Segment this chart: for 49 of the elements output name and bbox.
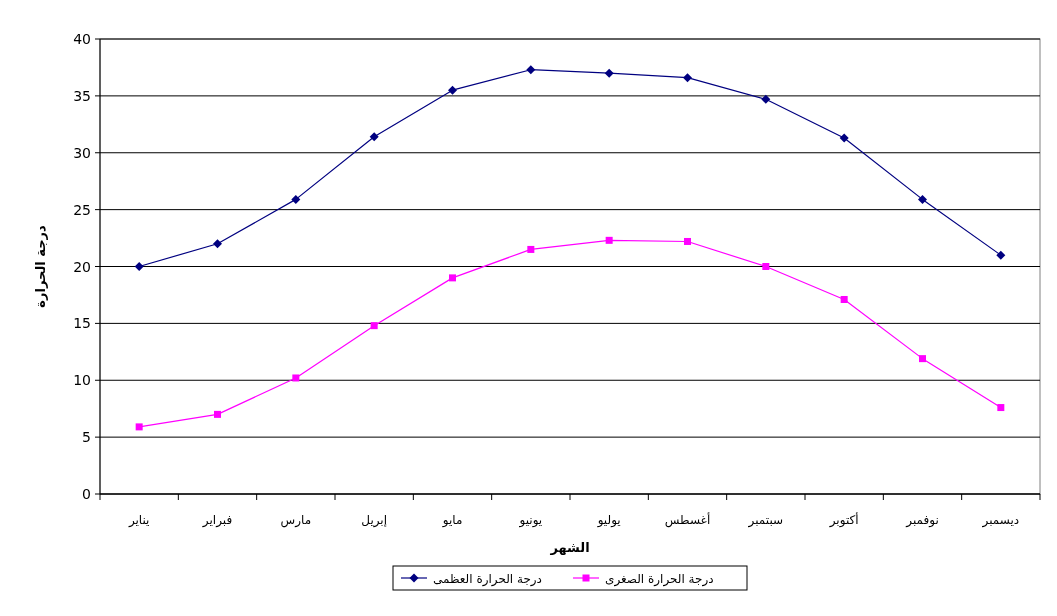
- point: [369, 132, 379, 142]
- point: [996, 250, 1006, 260]
- x-tick-label: نوفمبر: [905, 513, 939, 528]
- y-tick-label: 20: [73, 258, 91, 275]
- point: [370, 322, 378, 330]
- point: [213, 239, 222, 249]
- point: [291, 194, 301, 204]
- x-tick-label: يونيو: [518, 513, 543, 528]
- x-tick-label: مايو: [441, 513, 463, 528]
- point: [605, 236, 613, 244]
- x-tick-label: يناير: [127, 513, 150, 528]
- point: [762, 263, 770, 270]
- point: [527, 245, 535, 253]
- point: [761, 94, 771, 104]
- point: [684, 237, 691, 245]
- y-tick-label: 35: [73, 87, 91, 104]
- point: [214, 410, 221, 418]
- point: [134, 262, 144, 271]
- x-tick-label: أغسطس: [664, 512, 711, 528]
- point: [839, 133, 849, 143]
- y-tick-label: 40: [73, 31, 91, 47]
- point: [135, 423, 143, 431]
- point: [918, 194, 927, 204]
- y-tick-label: 5: [82, 429, 91, 446]
- x-axis-title: الشهر: [549, 540, 590, 555]
- x-tick-label: ديسمبر: [981, 513, 1020, 528]
- x-tick-label: فبراير: [201, 513, 233, 528]
- legend-label: درجة الحرارة العظمى: [433, 572, 542, 587]
- point: [840, 295, 848, 303]
- point: [919, 355, 926, 363]
- legend-label: درجة الحرارة الصغرى: [605, 572, 714, 587]
- point: [448, 85, 457, 95]
- point: [683, 73, 692, 83]
- point: [449, 274, 456, 282]
- y-tick-label: 30: [73, 144, 91, 161]
- x-tick-label: أكتوبر: [828, 512, 859, 528]
- x-tick-label: مارس: [280, 513, 312, 528]
- x-tick-label: إبريل: [361, 513, 388, 528]
- point: [997, 404, 1005, 412]
- x-tick-label: يوليو: [596, 513, 621, 528]
- y-tick-label: 10: [73, 372, 91, 389]
- x-tick-label: سبتمبر: [747, 513, 784, 528]
- point: [604, 68, 614, 78]
- y-tick-label: 15: [73, 315, 91, 332]
- point: [526, 65, 536, 75]
- point: [292, 374, 300, 382]
- y-tick-label: 25: [73, 201, 91, 218]
- y-tick-label: 0: [82, 486, 91, 502]
- y-axis-title: درجة الحرارة: [33, 225, 48, 308]
